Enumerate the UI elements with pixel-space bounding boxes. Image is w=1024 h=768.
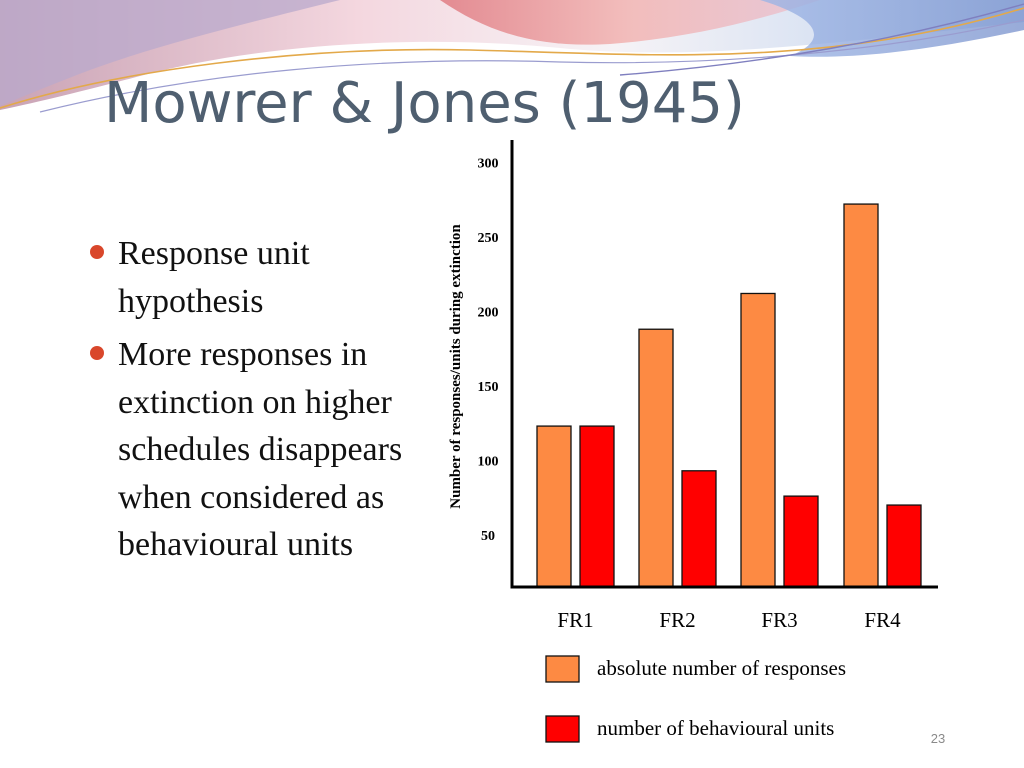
bullet-icon bbox=[90, 245, 104, 259]
legend-label: number of behavioural units bbox=[597, 716, 834, 740]
bar-units-fr1 bbox=[579, 425, 615, 588]
bar-responses-fr4 bbox=[843, 203, 879, 588]
decorative-banner bbox=[0, 0, 1024, 113]
x-tick-label: FR2 bbox=[659, 608, 695, 632]
slide-title: Mowrer & Jones (1945) bbox=[104, 71, 745, 136]
x-tick-label: FR1 bbox=[557, 608, 593, 632]
y-axis-label: Number of responses/units during extinct… bbox=[448, 224, 464, 509]
y-tick-label: 300 bbox=[478, 156, 499, 171]
bullet-text: More responses in extinction on higher s… bbox=[118, 336, 403, 563]
bullet-list: Response unit hypothesis More responses … bbox=[86, 230, 416, 575]
legend-label: absolute number of responses bbox=[597, 656, 846, 680]
bar-units-fr2 bbox=[681, 470, 717, 588]
bar-chart: Number of responses/units during extinct… bbox=[448, 140, 938, 743]
bullet-icon bbox=[90, 346, 104, 360]
bar-units-fr3 bbox=[783, 495, 819, 588]
y-tick-label: 200 bbox=[478, 305, 499, 320]
y-tick-label: 100 bbox=[478, 454, 499, 469]
bar-responses-fr2 bbox=[638, 328, 674, 588]
bar-responses-fr3 bbox=[740, 292, 776, 588]
x-tick-label: FR4 bbox=[864, 608, 901, 632]
page-number: 23 bbox=[930, 731, 946, 746]
bar-responses-fr1 bbox=[536, 425, 572, 588]
y-tick-label: 50 bbox=[481, 529, 495, 544]
y-tick-label: 150 bbox=[478, 380, 499, 395]
y-tick-label: 250 bbox=[478, 231, 499, 246]
bullet-item: Response unit hypothesis bbox=[86, 230, 416, 325]
bullet-text: Response unit hypothesis bbox=[118, 235, 310, 320]
legend-swatch bbox=[545, 655, 580, 683]
x-tick-label: FR3 bbox=[761, 608, 797, 632]
legend-swatch bbox=[545, 715, 580, 743]
bullet-item: More responses in extinction on higher s… bbox=[86, 331, 416, 569]
bar-units-fr4 bbox=[886, 504, 922, 588]
